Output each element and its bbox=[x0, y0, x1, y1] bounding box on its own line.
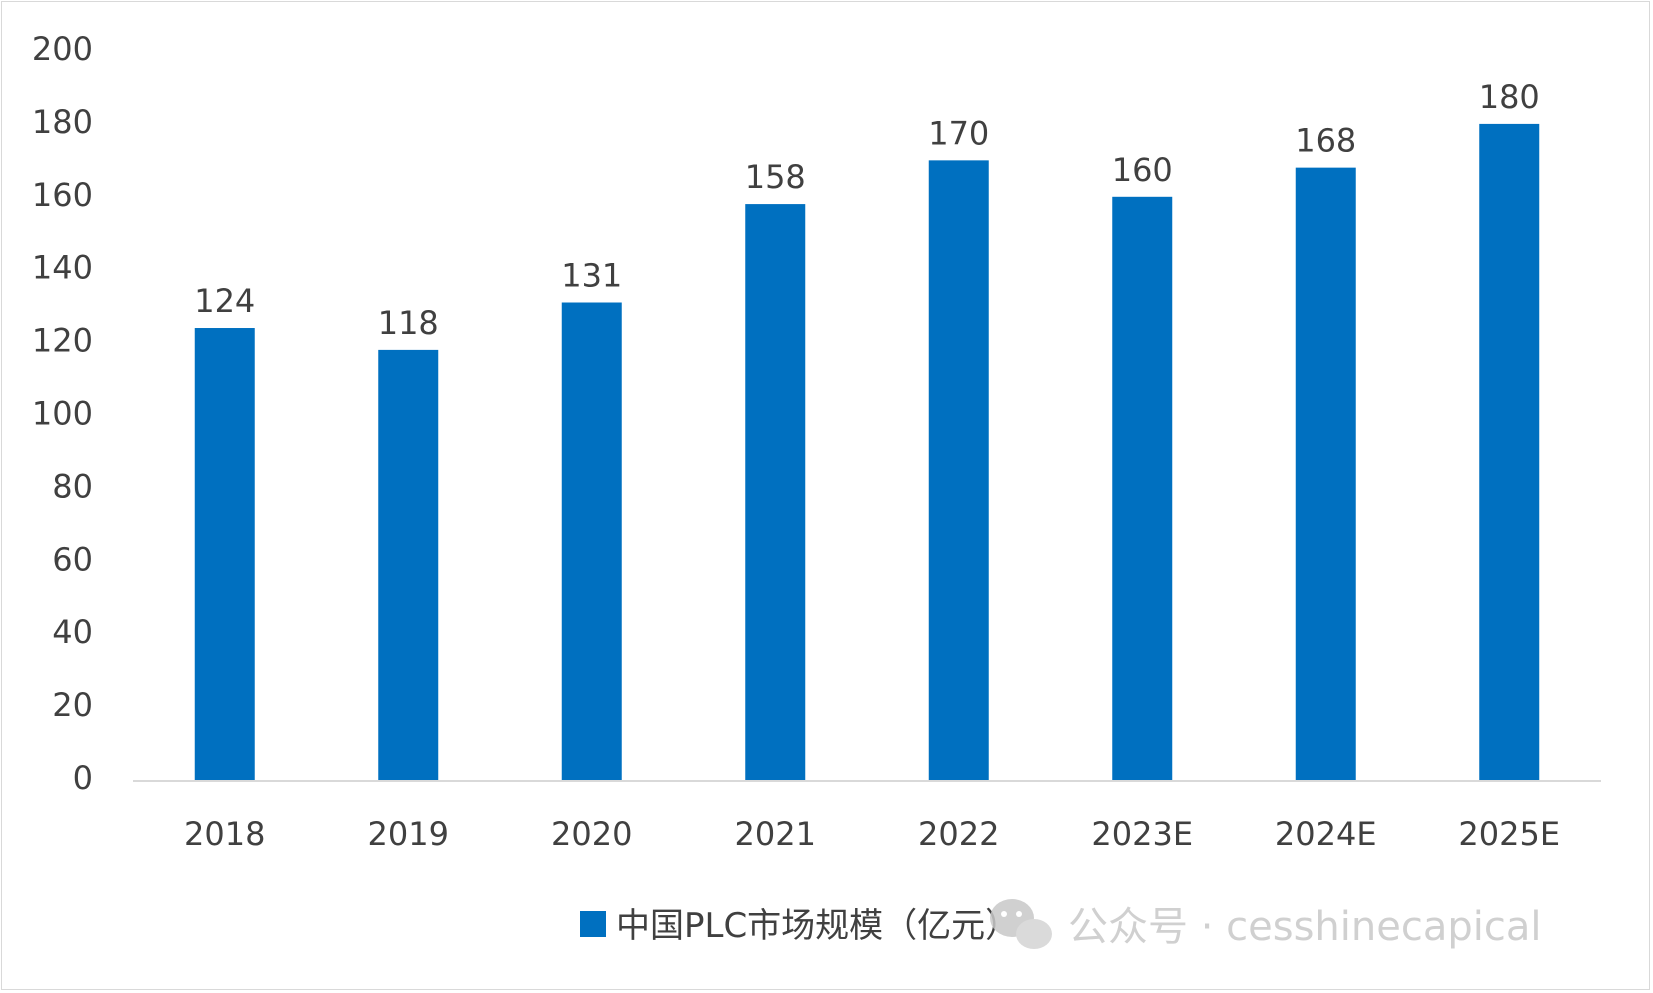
data-labels-group: 124 118 131 158 170 160 168 180 bbox=[194, 78, 1540, 342]
y-tick-label: 120 bbox=[32, 322, 93, 360]
watermark-text: 公众号 · cesshinecapical bbox=[1068, 904, 1541, 950]
y-tick-label: 100 bbox=[32, 395, 93, 433]
x-tick-label: 2023E bbox=[1091, 815, 1193, 853]
y-tick-label: 180 bbox=[32, 103, 93, 141]
x-tick-label: 2019 bbox=[368, 815, 449, 853]
bar bbox=[194, 328, 255, 780]
x-axis-labels: 2018 2019 2020 2021 2022 2023E 2024E 2025E bbox=[184, 815, 1560, 853]
bar bbox=[1295, 167, 1356, 780]
data-label: 158 bbox=[745, 158, 806, 196]
bar bbox=[1479, 123, 1540, 780]
x-tick-label: 2021 bbox=[735, 815, 816, 853]
x-tick-label: 2020 bbox=[551, 815, 632, 853]
legend-swatch bbox=[580, 911, 606, 937]
y-tick-label: 160 bbox=[32, 176, 93, 214]
bar bbox=[928, 160, 989, 781]
y-axis-ticks: 0 20 40 60 80 100 120 140 160 180 200 bbox=[32, 30, 93, 797]
bar bbox=[745, 204, 806, 781]
x-tick-label: 2024E bbox=[1275, 815, 1377, 853]
bar bbox=[561, 302, 622, 780]
wechat-logo-icon bbox=[990, 899, 1052, 949]
x-tick-label: 2022 bbox=[918, 815, 999, 853]
y-tick-label: 200 bbox=[32, 30, 93, 68]
data-label: 170 bbox=[928, 114, 989, 152]
data-label: 131 bbox=[561, 257, 622, 295]
x-tick-label: 2018 bbox=[184, 815, 265, 853]
y-tick-label: 20 bbox=[52, 686, 93, 724]
y-tick-label: 80 bbox=[52, 467, 93, 505]
data-label: 168 bbox=[1295, 122, 1356, 160]
y-tick-label: 140 bbox=[32, 249, 93, 287]
data-label: 180 bbox=[1479, 78, 1540, 116]
y-tick-label: 0 bbox=[73, 759, 93, 797]
watermark: 公众号 · cesshinecapical bbox=[990, 899, 1541, 950]
bar bbox=[378, 349, 439, 780]
bars-group bbox=[194, 123, 1540, 781]
legend: 中国PLC市场规模（亿元） bbox=[580, 906, 1019, 946]
data-label: 118 bbox=[378, 304, 439, 342]
legend-label: 中国PLC市场规模（亿元） bbox=[616, 906, 1019, 946]
bar bbox=[1112, 196, 1173, 781]
x-tick-label: 2025E bbox=[1458, 815, 1560, 853]
y-tick-label: 40 bbox=[52, 613, 93, 651]
y-tick-label: 60 bbox=[52, 540, 93, 578]
data-label: 124 bbox=[194, 282, 255, 320]
data-label: 160 bbox=[1112, 151, 1173, 189]
